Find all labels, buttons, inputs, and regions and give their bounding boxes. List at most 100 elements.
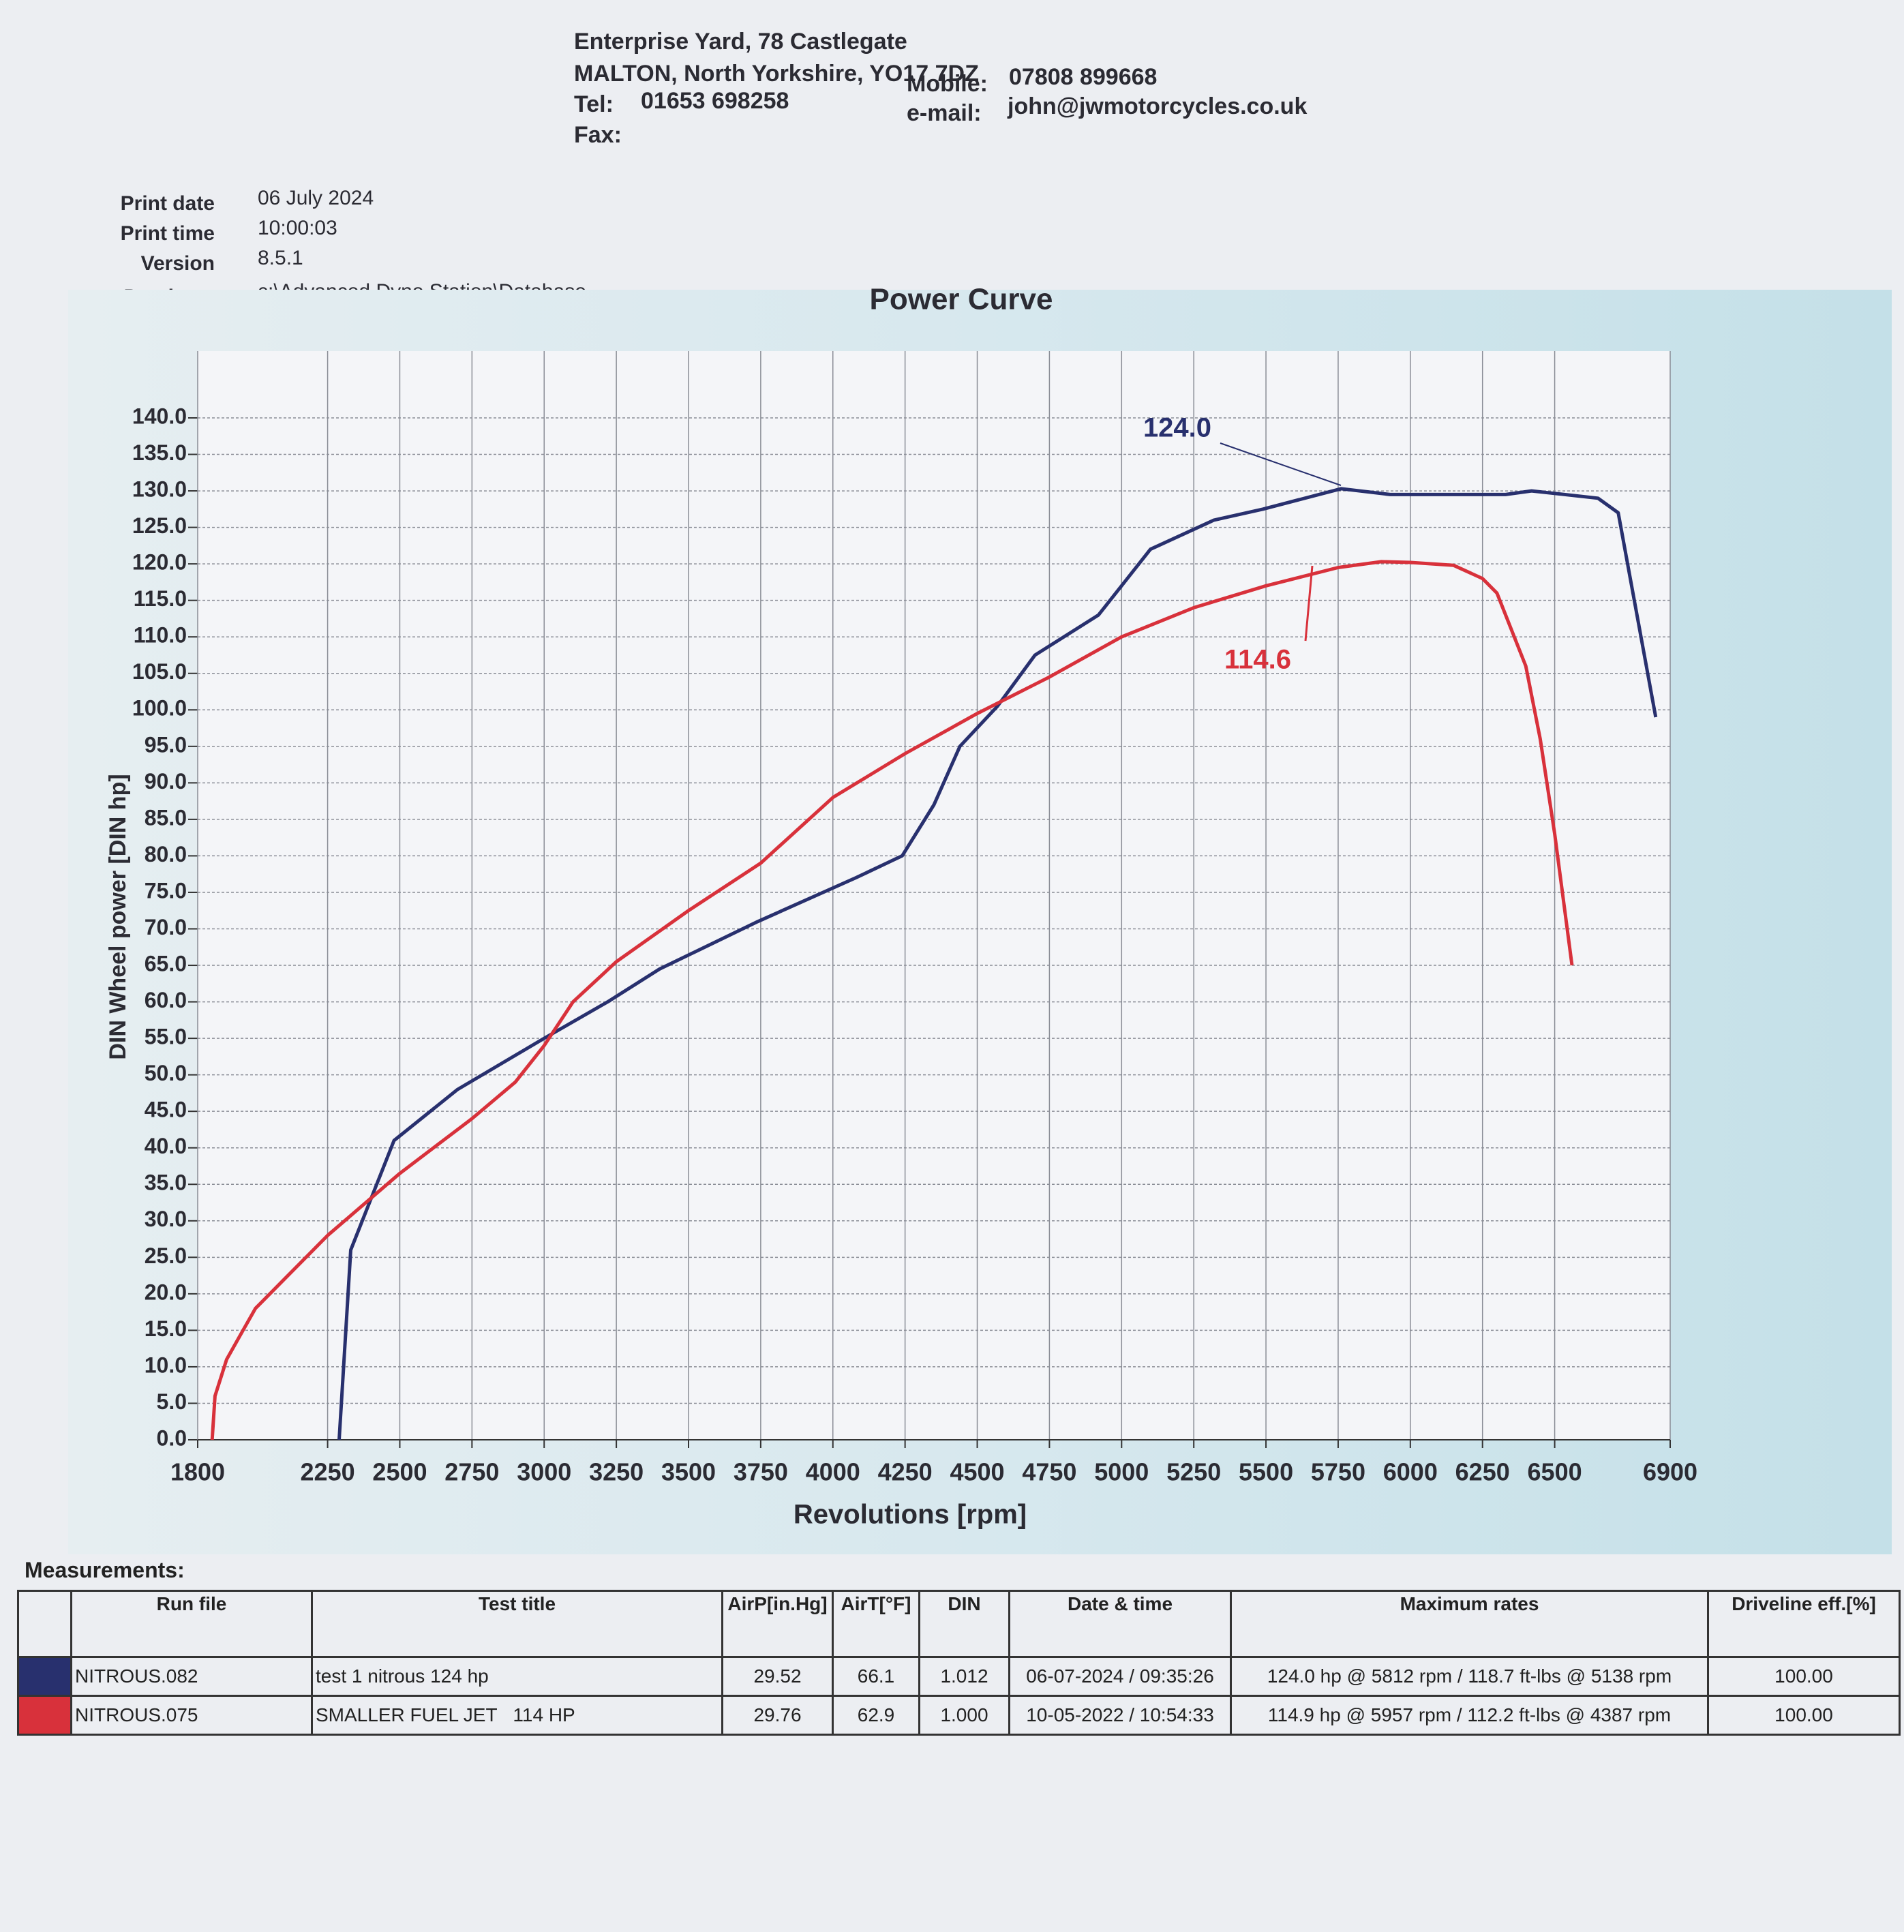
x-tick-label: 3750 (734, 1458, 788, 1486)
x-tick-label: 4500 (950, 1458, 1004, 1486)
x-tick-label: 2250 (301, 1458, 355, 1486)
table-cell: 29.76 (721, 1695, 834, 1736)
column-header: Maximum rates (1230, 1590, 1709, 1658)
table-header: Run file Test title AirP[in.Hg] AirT[°F] DIN… (17, 1590, 1901, 1658)
run-file: NITROUS.082 (70, 1656, 313, 1697)
annotation: 124.0 (1143, 413, 1211, 443)
y-tick-label: 25.0 (145, 1243, 187, 1268)
table-cell: 1.012 (918, 1656, 1010, 1697)
measurements-table: Run file Test title AirP[in.Hg] AirT[°F] DIN… (17, 1590, 1901, 1736)
x-tick-label: 6000 (1383, 1458, 1438, 1486)
color-swatch (17, 1695, 72, 1736)
x-tick-label: 5750 (1311, 1458, 1365, 1486)
table-cell: 100.00 (1707, 1656, 1901, 1697)
fax-label: Fax: (574, 122, 622, 148)
y-tick-label: 135.0 (132, 440, 187, 465)
x-tick-label: 3250 (589, 1458, 644, 1486)
table-cell: SMALLER FUEL JET 114 HP (311, 1695, 723, 1736)
swatch-header (17, 1590, 72, 1658)
x-tick-label: 4250 (878, 1458, 933, 1486)
table-cell: test 1 nitrous 124 hp (311, 1656, 723, 1697)
x-axis-label: Revolutions [rpm] (794, 1500, 1027, 1530)
y-axis-label: DIN Wheel power [DIN hp] (105, 774, 131, 1059)
x-tick-label: 5000 (1094, 1458, 1149, 1486)
color-swatch (17, 1656, 72, 1697)
y-tick-label: 95.0 (145, 732, 187, 757)
run-file: NITROUS.075 (70, 1695, 313, 1736)
column-header: AirP[in.Hg] (721, 1590, 834, 1658)
y-tick-label: 100.0 (132, 696, 187, 721)
annotation-leader (1304, 565, 1314, 642)
y-tick-label: 140.0 (132, 404, 187, 428)
x-tick-label: 6500 (1528, 1458, 1582, 1486)
y-tick-label: 60.0 (145, 988, 187, 1012)
address: Enterprise Yard, 78 Castlegate (574, 29, 907, 55)
plot-area (198, 351, 1670, 1440)
x-tick-label: 3500 (661, 1458, 716, 1486)
y-tick-label: 30.0 (145, 1207, 187, 1231)
series-line (337, 487, 1658, 1440)
column-header: Run file (70, 1590, 313, 1658)
y-tick-label: 70.0 (145, 915, 187, 939)
y-tick-label: 5.0 (157, 1389, 187, 1414)
table-cell: 66.1 (832, 1656, 920, 1697)
table-cell: 1.000 (918, 1695, 1010, 1736)
mobile-label: Mobile: (907, 71, 988, 97)
x-tick-label: 2500 (372, 1458, 427, 1486)
x-tick-label: 1800 (170, 1458, 225, 1486)
document: Enterprise Yard, 78 Castlegate MALTON, N… (68, 29, 1892, 1554)
y-tick-label: 50.0 (145, 1061, 187, 1085)
table-cell: 124.0 hp @ 5812 rpm / 118.7 ft-lbs @ 513… (1230, 1656, 1709, 1697)
y-tick-label: 105.0 (132, 659, 187, 684)
y-tick-label: 85.0 (145, 805, 187, 830)
tel: 01653 698258 (641, 88, 789, 114)
column-header: AirT[°F] (832, 1590, 920, 1658)
measurements-title: Measurements: (25, 1558, 185, 1582)
x-tick-label: 3000 (517, 1458, 571, 1486)
print-info-label: Print time (121, 222, 215, 245)
column-header: DIN (918, 1590, 1010, 1658)
y-tick-label: 15.0 (145, 1316, 187, 1341)
x-tick-label: 5500 (1239, 1458, 1293, 1486)
y-tick-label: 35.0 (145, 1171, 187, 1195)
y-tick-label: 45.0 (145, 1098, 187, 1122)
y-tick-label: 80.0 (145, 842, 187, 866)
y-tick-label: 75.0 (145, 878, 187, 903)
y-tick-label: 115.0 (134, 586, 187, 611)
column-header: Driveline eff.[%] (1707, 1590, 1901, 1658)
y-tick-label: 120.0 (132, 550, 187, 575)
table-row: NITROUS.075 SMALLER FUEL JET 114 HP 29.76 6… (17, 1695, 1901, 1736)
column-header: Test title (311, 1590, 723, 1658)
print-info-value: 10:00:03 (258, 217, 337, 239)
y-tick-label: 130.0 (132, 477, 187, 502)
table-cell: 06-07-2024 / 09:35:26 (1008, 1656, 1232, 1697)
column-header: Date & time (1008, 1590, 1232, 1658)
x-tick-label: 2750 (444, 1458, 499, 1486)
x-tick-label: 4750 (1022, 1458, 1076, 1486)
email-label: e-mail: (907, 100, 982, 126)
y-tick-label: 10.0 (145, 1353, 187, 1377)
print-info-label: Version (141, 252, 215, 275)
annotation: 114.6 (1224, 645, 1291, 675)
table-row: NITROUS.082 test 1 nitrous 124 hp 29.52 66.… (17, 1656, 1901, 1697)
email: john@jwmotorcycles.co.uk (1007, 93, 1307, 119)
y-tick-label: 125.0 (132, 513, 187, 538)
y-tick-label: 40.0 (145, 1134, 187, 1158)
x-tick-label: 4000 (806, 1458, 860, 1486)
x-tick-label: 6900 (1643, 1458, 1697, 1486)
table-cell: 10-05-2022 / 10:54:33 (1008, 1695, 1232, 1736)
annotation-leader (1220, 442, 1342, 486)
table-cell: 62.9 (832, 1695, 920, 1736)
x-tick-label: 6250 (1455, 1458, 1510, 1486)
x-tick-label: 5250 (1166, 1458, 1221, 1486)
print-info-value: 8.5.1 (258, 247, 303, 269)
table-cell: 100.00 (1707, 1695, 1901, 1736)
print-info-value: 06 July 2024 (258, 187, 374, 209)
y-tick-label: 55.0 (145, 1025, 187, 1049)
y-tick-label: 110.0 (134, 623, 187, 648)
mobile: 07808 899668 (1009, 64, 1157, 90)
table-cell: 29.52 (721, 1656, 834, 1697)
y-tick-label: 90.0 (145, 769, 187, 794)
chart-title: Power Curve (870, 283, 1053, 316)
